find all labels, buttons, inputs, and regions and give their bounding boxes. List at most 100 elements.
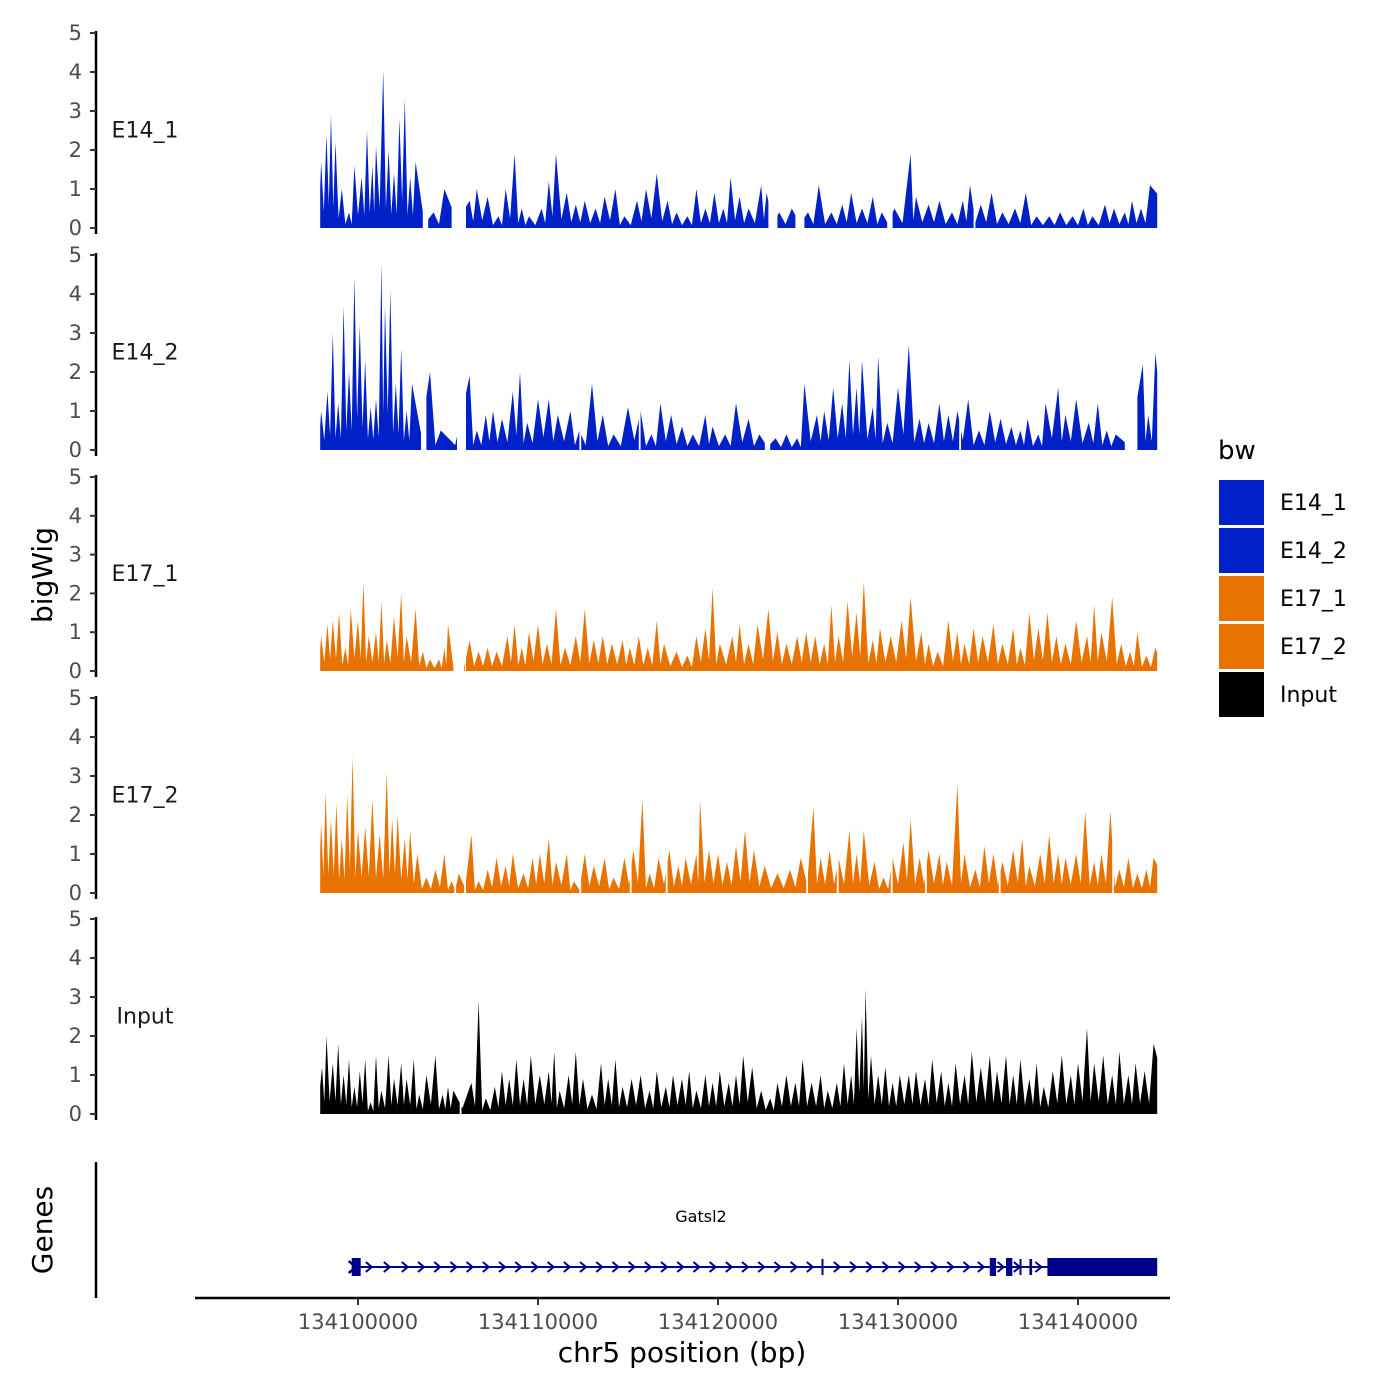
signal-area-E14_1 — [892, 153, 974, 228]
signal-area-E14_2 — [426, 372, 457, 450]
signal-area-E17_2 — [631, 799, 666, 893]
legend-swatch-E17_1 — [1219, 576, 1264, 621]
y-tick-label: 2 — [69, 581, 82, 605]
gene-strand-arrow — [806, 1261, 815, 1273]
y-tick-label: 4 — [69, 282, 82, 306]
gene-strand-arrow — [579, 1261, 588, 1273]
track-label-E14_1: E14_1 — [112, 119, 179, 144]
signal-area-Input — [461, 989, 1158, 1114]
y-tick-label: 4 — [69, 504, 82, 528]
y-tick-label: 5 — [69, 465, 82, 489]
gene-exon — [1006, 1258, 1013, 1276]
signal-area-E14_1 — [975, 185, 1158, 228]
gene-strand-arrow — [449, 1261, 458, 1273]
legend-title: bw — [1218, 436, 1256, 466]
gene-strand-arrow — [595, 1261, 604, 1273]
legend-swatch-E14_1 — [1219, 480, 1264, 525]
y-tick-label: 4 — [69, 60, 82, 84]
legend-swatch-E14_2 — [1219, 528, 1264, 573]
legend-label-E17_2: E17_2 — [1280, 635, 1347, 660]
gene-exon — [989, 1258, 997, 1276]
y-tick-label: 0 — [69, 438, 82, 462]
signal-area-E14_1 — [804, 185, 888, 228]
x-axis: 134100000 134110000 134120000 134130000 1341… — [195, 1296, 1170, 1369]
signal-area-E17_2 — [838, 830, 891, 893]
gene-strand-arrow — [1034, 1261, 1043, 1273]
signal-area-E17_2 — [320, 756, 455, 893]
signal-area-E14_1 — [428, 189, 452, 228]
y-tick-label: 5 — [69, 243, 82, 267]
gene-name-label: Gatsl2 — [675, 1207, 726, 1226]
signal-area-E14_2 — [320, 262, 421, 450]
gene-strand-arrow — [773, 1261, 782, 1273]
legend-label-E17_1: E17_1 — [1280, 587, 1347, 612]
y-tick-label: 2 — [69, 1024, 82, 1048]
gene-strand-arrow — [962, 1261, 971, 1273]
gene-panel: Genes Gatsl2 — [26, 1162, 1158, 1298]
y-tick-label: 3 — [69, 99, 82, 123]
track-label-Input: Input — [117, 1005, 174, 1030]
signal-area-E17_2 — [892, 818, 925, 893]
y-tick-label: 2 — [69, 360, 82, 384]
signal-area-E14_2 — [961, 387, 1125, 450]
y-tick-label: 5 — [69, 21, 82, 45]
legend-entries: E14_1 E14_2 E17_1 E17_2 Input — [1219, 480, 1347, 717]
legend-swatch-Input — [1219, 672, 1264, 717]
track-label-E17_2: E17_2 — [112, 784, 179, 809]
signal-area-E14_2 — [466, 372, 580, 450]
signal-area-E14_1 — [777, 208, 796, 228]
y-tick-label: 0 — [69, 1102, 82, 1126]
gene-strand-arrow — [676, 1261, 685, 1273]
gene-strand-arrow — [433, 1261, 442, 1273]
gene-exon — [821, 1259, 824, 1275]
y-tick-label: 2 — [69, 138, 82, 162]
signal-area-E17_1 — [466, 581, 1158, 671]
y-tick-label: 0 — [69, 881, 82, 905]
x-tick-label: 134110000 — [478, 1310, 598, 1334]
signal-area-E14_2 — [581, 383, 639, 450]
y-tick-label: 3 — [69, 321, 82, 345]
gene-strand-arrow — [833, 1261, 842, 1273]
legend: bw E14_1 E14_2 E17_1 E17_2 Input — [1218, 436, 1347, 717]
signal-area-E17_2 — [667, 799, 807, 893]
legend-label-E14_1: E14_1 — [1280, 491, 1347, 516]
gene-exon — [1019, 1259, 1022, 1275]
gene-strand-arrow — [660, 1261, 669, 1273]
gene-strand-arrow — [897, 1261, 907, 1273]
signal-area-E17_2 — [1114, 857, 1158, 893]
y-tick-label: 5 — [69, 907, 82, 931]
x-tick-label: 134120000 — [658, 1310, 778, 1334]
gene-strand-arrow — [401, 1261, 410, 1273]
signal-area-E17_1 — [320, 581, 454, 671]
track-E17_1: 0 1 2 3 4 5 — [69, 465, 1158, 683]
gene-strand-arrow — [514, 1261, 523, 1273]
y-tick-label: 4 — [69, 725, 82, 749]
signal-area-E14_2 — [1137, 352, 1158, 450]
gene-strand-arrow — [530, 1261, 539, 1273]
x-tick-label: 134130000 — [838, 1310, 958, 1334]
gene-strand-arrow — [417, 1261, 426, 1273]
y-tick-label: 1 — [69, 1063, 82, 1087]
gene-strand-arrow — [977, 1261, 986, 1273]
gene-strand-arrow — [725, 1261, 734, 1273]
gene-strand-arrow — [627, 1261, 637, 1273]
y-tick-label: 4 — [69, 946, 82, 970]
gene-strand-arrow — [498, 1261, 507, 1273]
gene-strand-arrow — [383, 1261, 392, 1273]
gene-strand-arrow — [914, 1261, 923, 1273]
track-labels: E14_1 E14_2 E17_1 E17_2 Input — [112, 119, 179, 1030]
gene-strand-arrow — [365, 1261, 374, 1273]
signal-area-E17_2 — [926, 783, 999, 893]
legend-label-E14_2: E14_2 — [1280, 539, 1347, 564]
gene-strand-arrow — [465, 1261, 475, 1273]
signal-area-E14_2 — [770, 344, 960, 450]
y-tick-label: 0 — [69, 659, 82, 683]
y-tick-label: 2 — [69, 803, 82, 827]
signal-area-E17_2 — [466, 834, 580, 893]
track-label-E17_1: E17_1 — [112, 562, 179, 587]
gene-strand-arrow — [708, 1261, 718, 1273]
gene-strand-arrow — [881, 1261, 890, 1273]
gene-exon — [1029, 1259, 1033, 1275]
y-axis-title: bigWig — [26, 527, 59, 623]
